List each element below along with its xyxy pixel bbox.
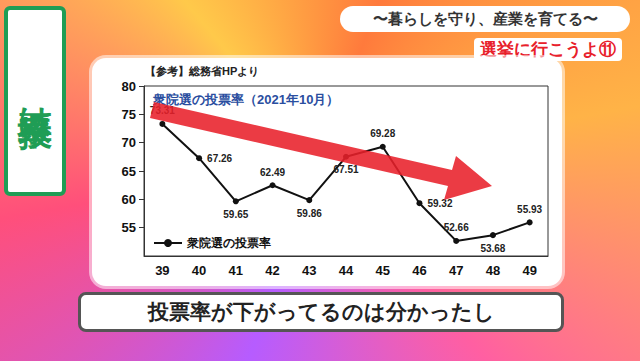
svg-text:衆院選の投票率: 衆院選の投票率	[186, 236, 271, 250]
svg-text:45: 45	[375, 263, 389, 278]
svg-text:41: 41	[229, 263, 243, 278]
svg-text:62.49: 62.49	[260, 167, 285, 178]
svg-text:40: 40	[192, 263, 206, 278]
svg-text:47: 47	[449, 263, 463, 278]
svg-text:59.86: 59.86	[297, 208, 322, 219]
svg-text:59.65: 59.65	[223, 209, 248, 220]
svg-text:44: 44	[339, 263, 354, 278]
html-text:投票率が下がってるのは分かったし: 投票率が下がってるのは分かったし	[147, 300, 495, 324]
svg-text:75: 75	[122, 107, 136, 122]
svg-text:52.66: 52.66	[444, 222, 469, 233]
svg-text:55: 55	[122, 220, 136, 235]
svg-text:69.28: 69.28	[370, 128, 395, 139]
svg-text:46: 46	[412, 263, 426, 278]
svg-text:55.93: 55.93	[517, 204, 542, 215]
svg-text:衆院選の投票率（2021年10月）: 衆院選の投票率（2021年10月）	[152, 92, 339, 107]
svg-text:53.68: 53.68	[480, 243, 505, 254]
svg-text:43: 43	[302, 263, 316, 278]
svg-text:49: 49	[522, 263, 536, 278]
svg-text:59.32: 59.32	[427, 198, 452, 209]
svg-text:42: 42	[265, 263, 279, 278]
svg-text:70: 70	[122, 135, 136, 150]
svg-text:67.51: 67.51	[333, 164, 358, 175]
svg-text:39: 39	[155, 263, 169, 278]
svg-text:73.31: 73.31	[150, 105, 175, 116]
html-text:選挙に行こうよ⑪: 選挙に行こうよ⑪	[480, 39, 616, 59]
html-text:投票率は・・・: 投票率は・・・	[15, 88, 55, 114]
html-text:〜暮らしを守り、産業を育てる〜: 〜暮らしを守り、産業を育てる〜	[372, 10, 598, 28]
svg-text:48: 48	[486, 263, 500, 278]
svg-text:67.26: 67.26	[207, 153, 232, 164]
svg-text:【参考】総務省HPより: 【参考】総務省HPより	[145, 65, 259, 78]
svg-text:65: 65	[122, 164, 136, 179]
svg-text:80: 80	[122, 79, 136, 94]
svg-text:60: 60	[122, 192, 136, 207]
